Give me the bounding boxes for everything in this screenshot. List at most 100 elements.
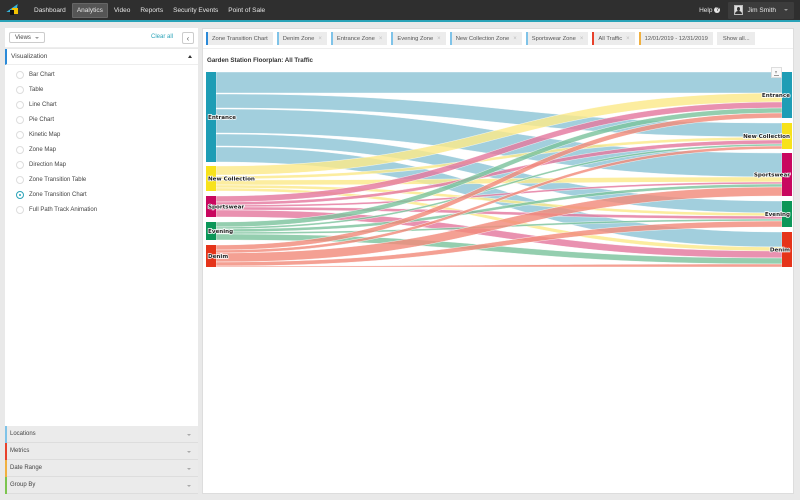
close-icon[interactable]: ×	[579, 35, 584, 42]
sankey-link[interactable]	[215, 71, 783, 94]
nav-reports[interactable]: Reports	[140, 6, 164, 14]
sankey-node-left-evening[interactable]	[206, 222, 216, 240]
accordion-label: Locations	[10, 431, 36, 437]
chip-label: Zone Transition Chart	[212, 35, 268, 42]
visualization-header[interactable]: Visualization	[5, 49, 198, 65]
chip-label: Entrance Zone	[336, 35, 375, 42]
sankey-node-right-new-collection[interactable]	[782, 123, 792, 149]
nav-video[interactable]: Video	[113, 6, 131, 14]
chip-label: Evening Zone	[397, 35, 434, 42]
radio-unchecked-icon[interactable]	[16, 115, 24, 124]
radio-unchecked-icon[interactable]	[16, 100, 24, 109]
accordion-locations[interactable]: Locations	[5, 426, 198, 443]
chip-label: Show all...	[722, 35, 750, 42]
visualization-option-pie-chart[interactable]: Pie Chart	[5, 112, 198, 127]
chip-label: 12/01/2019 - 12/31/2019	[644, 35, 708, 42]
nav-point-of-sale[interactable]: Point of Sale	[228, 6, 266, 14]
download-button[interactable]	[771, 67, 782, 78]
visualization-option-zone-transition-chart[interactable]: Zone Transition Chart	[5, 187, 198, 202]
filter-chip-evening-zone[interactable]: Evening Zone ×	[391, 32, 446, 45]
visualization-option-zone-transition-table[interactable]: Zone Transition Table	[5, 172, 198, 187]
topbar-right: Help ? Jim Smith	[699, 0, 800, 20]
option-label: Bar Chart	[29, 71, 55, 78]
radio-unchecked-icon[interactable]	[16, 85, 24, 94]
sankey-node-label: Denim	[770, 248, 790, 254]
filter-chips: Zone Transition Chart Denim Zone × Entrance…	[206, 32, 755, 45]
accordion-date-range[interactable]: Date Range	[5, 460, 198, 477]
option-label: Zone Map	[29, 146, 57, 153]
clear-all-link[interactable]: Clear all	[151, 34, 174, 40]
visualization-options: Bar Chart Table Line Chart Pie Chart Kinetic…	[5, 65, 198, 217]
sankey-node-left-entrance[interactable]	[206, 72, 216, 162]
radio-unchecked-icon[interactable]	[16, 145, 24, 154]
sankey-node-right-evening[interactable]	[782, 201, 792, 227]
visualization-option-direction-map[interactable]: Direction Map	[5, 157, 198, 172]
chevron-down-icon	[187, 485, 191, 487]
accent-bar	[5, 460, 7, 477]
option-label: Full Path Track Animation	[29, 206, 98, 213]
radio-checked-icon[interactable]	[16, 190, 24, 199]
download-icon	[774, 70, 779, 76]
filter-chip-show-all[interactable]: Show all...	[716, 32, 755, 45]
views-dropdown[interactable]: Views	[9, 32, 45, 43]
radio-unchecked-icon[interactable]	[16, 70, 24, 79]
visualization-option-kinetic-map[interactable]: Kinetic Map	[5, 127, 198, 142]
accordion-metrics[interactable]: Metrics	[5, 443, 198, 460]
user-name: Jim Smith	[747, 6, 776, 14]
avatar	[734, 5, 744, 15]
accordion-group-by[interactable]: Group By	[5, 477, 198, 494]
sankey-node-right-denim[interactable]	[782, 232, 792, 267]
collapse-sidebar-button[interactable]: ‹	[182, 32, 194, 44]
visualization-option-bar-chart[interactable]: Bar Chart	[5, 67, 198, 82]
nav-analytics[interactable]: Analytics	[71, 2, 108, 18]
close-icon[interactable]: ×	[378, 35, 383, 42]
radio-unchecked-icon[interactable]	[16, 205, 24, 214]
help-label: Help	[699, 6, 713, 14]
filter-chip-12-01-2019-12-31-2019[interactable]: 12/01/2019 - 12/31/2019	[638, 32, 713, 45]
close-icon[interactable]: ×	[513, 35, 517, 42]
radio-unchecked-icon[interactable]	[16, 130, 24, 139]
sankey-node-right-entrance[interactable]	[782, 72, 792, 118]
chevron-down-icon	[187, 434, 191, 436]
sankey-node-left-sportswear[interactable]	[206, 196, 216, 217]
sankey-node-label: Sportswear	[208, 205, 244, 211]
chevron-down-icon	[187, 468, 191, 470]
sankey-node-left-denim[interactable]	[206, 245, 216, 267]
chevron-down-icon	[35, 37, 39, 39]
option-label: Line Chart	[29, 101, 57, 108]
nav-dashboard[interactable]: Dashboard	[34, 6, 66, 14]
sankey-node-right-sportswear[interactable]	[782, 153, 792, 196]
close-icon[interactable]: ×	[626, 35, 630, 42]
visualization-option-table[interactable]: Table	[5, 82, 198, 97]
filter-chip-zone-transition-chart[interactable]: Zone Transition Chart	[206, 32, 273, 45]
filter-chip-all-traffic[interactable]: All Traffic ×	[592, 32, 635, 45]
filter-chip-entrance-zone[interactable]: Entrance Zone ×	[330, 32, 388, 45]
sankey-node-label: Entrance	[208, 115, 236, 121]
sidebar-header: Views Clear all ‹	[5, 28, 198, 48]
sankey-node-label: Evening	[208, 229, 233, 235]
sankey-node-left-new-collection[interactable]	[206, 166, 216, 191]
visualization-option-full-path-track-animation[interactable]: Full Path Track Animation	[5, 202, 198, 217]
accordion-label: Date Range	[10, 465, 43, 471]
user-menu[interactable]: Jim Smith	[728, 1, 794, 19]
help-link[interactable]: Help ?	[699, 6, 721, 14]
chart-title: Garden Station Floorplan: All Traffic	[207, 57, 313, 64]
visualization-option-line-chart[interactable]: Line Chart	[5, 97, 198, 112]
radio-unchecked-icon[interactable]	[16, 175, 24, 184]
sankey-links	[215, 71, 783, 268]
radio-unchecked-icon[interactable]	[16, 160, 24, 169]
filter-chip-denim-zone[interactable]: Denim Zone ×	[276, 32, 327, 45]
app-logo-icon[interactable]	[6, 4, 21, 16]
nav-security-events[interactable]: Security Events	[173, 6, 219, 14]
chevron-down-icon	[784, 9, 788, 11]
option-label: Zone Transition Table	[29, 176, 87, 183]
visualization-option-zone-map[interactable]: Zone Map	[5, 142, 198, 157]
sankey-node-label: Entrance	[762, 93, 790, 99]
filter-chip-sportswear-zone[interactable]: Sportswear Zone ×	[525, 32, 589, 45]
chip-label: New Collection Zone	[455, 35, 510, 42]
filter-chip-new-collection-zone[interactable]: New Collection Zone ×	[449, 32, 522, 45]
close-icon[interactable]: ×	[318, 35, 322, 42]
close-icon[interactable]: ×	[437, 35, 441, 42]
sankey-node-label: Denim	[208, 254, 228, 260]
